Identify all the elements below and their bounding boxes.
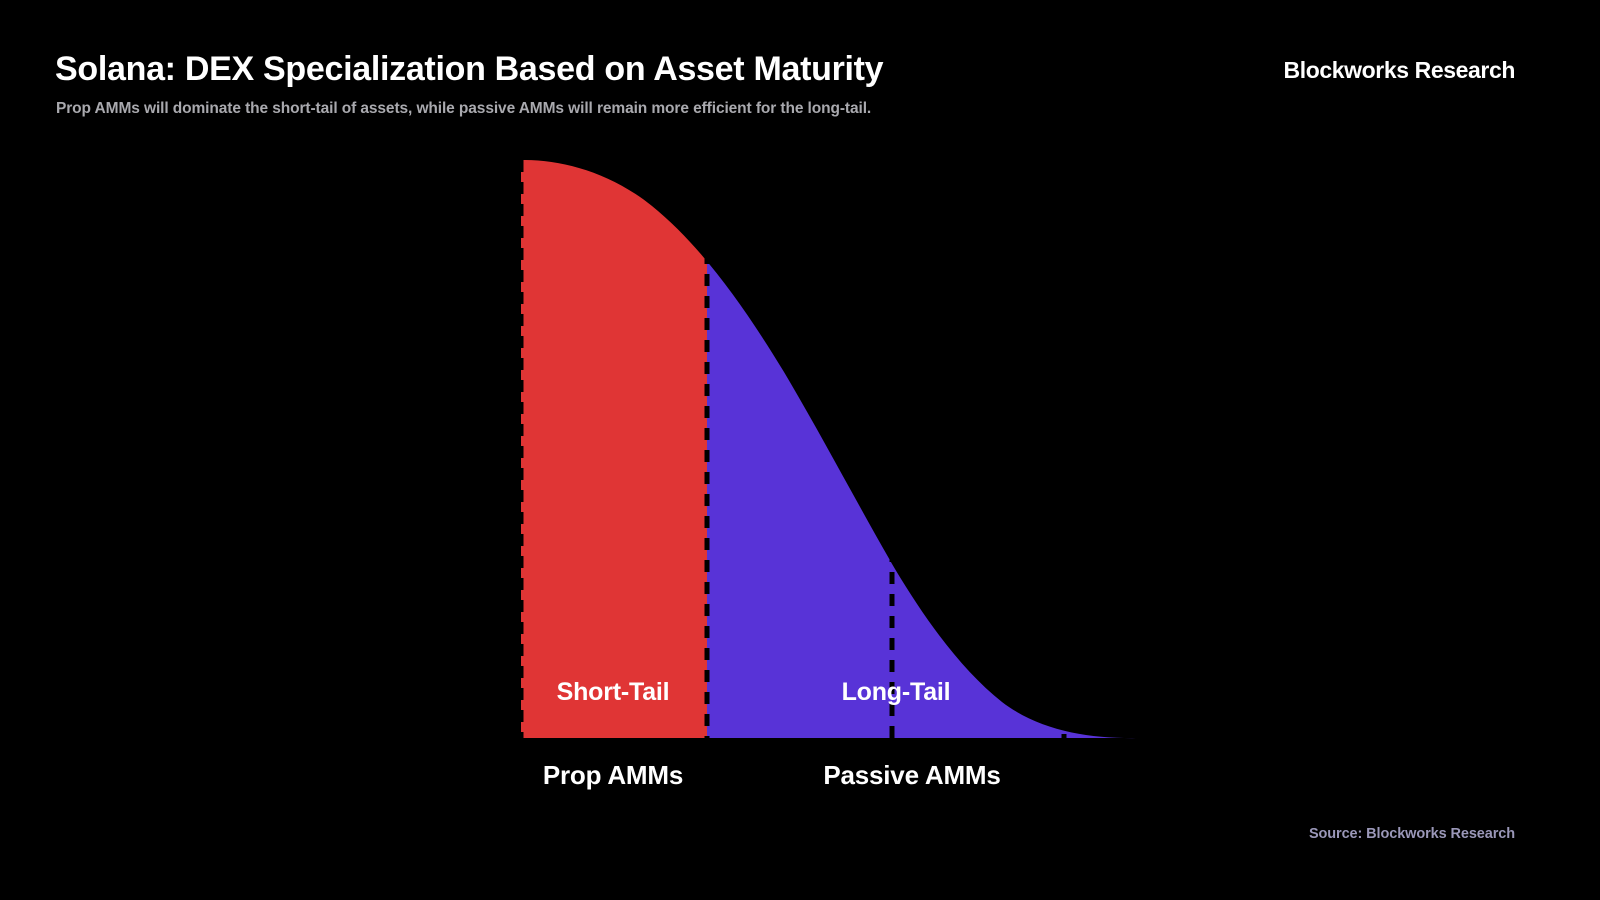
page-subtitle: Prop AMMs will dominate the short-tail o… — [56, 100, 872, 117]
long-tail-label: Long-Tail — [841, 678, 951, 706]
short-tail-area — [521, 159, 707, 739]
brand-logo: Blockworks Research — [1283, 57, 1516, 83]
axis-label-passive-amms: Passive AMMs — [823, 760, 1001, 790]
short-tail-label: Short-Tail — [556, 678, 670, 706]
axis-label-prop-amms: Prop AMMs — [542, 760, 684, 790]
page-title: Solana: DEX Specialization Based on Asse… — [55, 50, 884, 88]
source-attribution: Source: Blockworks Research — [1308, 826, 1515, 842]
long-tail-area — [707, 159, 1226, 739]
